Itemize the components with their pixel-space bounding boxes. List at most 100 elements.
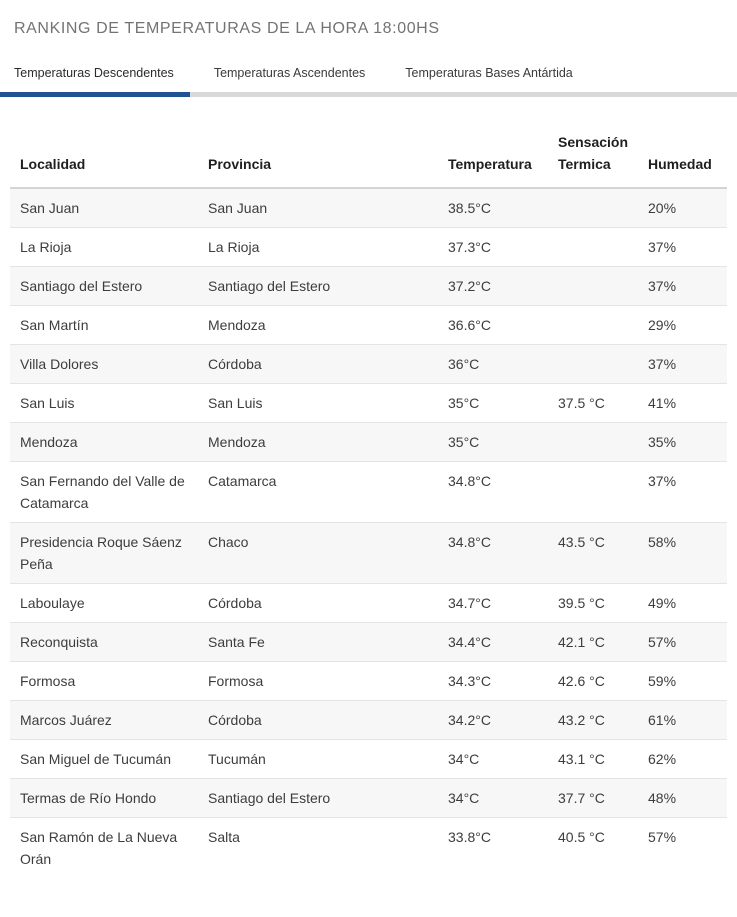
tab-temperaturas-descendentes[interactable]: Temperaturas Descendentes	[14, 66, 174, 80]
cell-humedad: 57%	[638, 817, 727, 878]
column-header-humedad: Humedad	[638, 131, 727, 189]
cell-sensacion: 43.5 °C	[548, 522, 638, 584]
cell-sensacion	[548, 344, 638, 384]
tab-bar: Temperaturas Descendentes Temperaturas A…	[0, 66, 737, 97]
tab-track	[0, 92, 737, 97]
table-row: San Luis San Luis 35°C 37.5 °C 41%	[10, 383, 727, 423]
cell-localidad: La Rioja	[10, 227, 198, 267]
cell-provincia: Córdoba	[198, 583, 438, 623]
column-header-temperatura: Temperatura	[438, 131, 548, 189]
cell-humedad: 62%	[638, 739, 727, 779]
cell-provincia: Santa Fe	[198, 622, 438, 662]
table-row: San Juan San Juan 38.5°C 20%	[10, 188, 727, 228]
table-row: Santiago del Estero Santiago del Estero 37…	[10, 266, 727, 306]
cell-provincia: Córdoba	[198, 344, 438, 384]
table-header-row: Localidad Provincia Temperatura Sensació…	[10, 131, 727, 189]
cell-localidad: San Luis	[10, 383, 198, 423]
table-row: La Rioja La Rioja 37.3°C 37%	[10, 227, 727, 267]
table-row: San Martín Mendoza 36.6°C 29%	[10, 305, 727, 345]
cell-localidad: Presidencia Roque Sáenz Peña	[10, 522, 198, 584]
cell-localidad: San Miguel de Tucumán	[10, 739, 198, 779]
tab-temperaturas-ascendentes[interactable]: Temperaturas Ascendentes	[213, 66, 366, 80]
cell-provincia: Santiago del Estero	[198, 778, 438, 818]
cell-sensacion: 37.7 °C	[548, 778, 638, 818]
cell-temperatura: 34.7°C	[438, 583, 548, 623]
cell-provincia: San Luis	[198, 383, 438, 423]
table-row: Formosa Formosa 34.3°C 42.6 °C 59%	[10, 661, 727, 701]
cell-humedad: 20%	[648, 200, 677, 216]
cell-sensacion: 43.1 °C	[548, 739, 638, 779]
table-row: Termas de Río Hondo Santiago del Estero 34…	[10, 778, 727, 818]
cell-sensacion: 37.5 °C	[548, 383, 638, 423]
cell-provincia: Mendoza	[198, 305, 438, 345]
cell-sensacion	[548, 422, 638, 462]
table-row: San Fernando del Valle de Catamarca Catam…	[10, 461, 727, 523]
cell-temperatura: 34°C	[438, 739, 548, 779]
cell-localidad: Mendoza	[10, 422, 198, 462]
table-body: San Juan San Juan 38.5°C 20% La Rioja La Rioj…	[10, 188, 727, 878]
cell-temperatura: 35°C	[438, 422, 548, 462]
cell-humedad: 58%	[638, 522, 727, 584]
cell-humedad: 48%	[638, 778, 727, 818]
column-header-localidad: Localidad	[10, 131, 198, 189]
cell-sensacion	[548, 227, 638, 267]
cell-humedad: 37%	[638, 344, 727, 384]
cell-temperatura: 34.8°C	[438, 522, 548, 584]
cell-provincia: La Rioja	[198, 227, 438, 267]
table-row: Laboulaye Córdoba 34.7°C 39.5 °C 49%	[10, 583, 727, 623]
cell-temperatura: 37.3°C	[438, 227, 548, 267]
cell-temperatura: 34.3°C	[438, 661, 548, 701]
cell-humedad: 37%	[638, 266, 727, 306]
cell-temperatura: 34.8°C	[438, 461, 548, 523]
tab-temperaturas-bases-antartida[interactable]: Temperaturas Bases Antártida	[405, 66, 573, 80]
cell-sensacion: 42.6 °C	[548, 661, 638, 701]
cell-humedad: 41%	[638, 383, 727, 423]
cell-provincia: Formosa	[198, 661, 438, 701]
cell-temperatura: 34°C	[438, 778, 548, 818]
cell-sensacion	[548, 461, 638, 523]
cell-provincia: Córdoba	[198, 700, 438, 740]
cell-humedad: 61%	[638, 700, 727, 740]
cell-sensacion	[548, 188, 638, 228]
table-row: Marcos Juárez Córdoba 34.2°C 43.2 °C 61%	[10, 700, 727, 740]
cell-localidad: San Martín	[10, 305, 198, 345]
cell-sensacion: 43.2 °C	[548, 700, 638, 740]
cell-temperatura: 35°C	[438, 383, 548, 423]
cell-provincia: Santiago del Estero	[198, 266, 438, 306]
cell-provincia: Tucumán	[198, 739, 438, 779]
column-header-provincia: Provincia	[198, 131, 438, 189]
cell-humedad: 57%	[638, 622, 727, 662]
table-row: Reconquista Santa Fe 34.4°C 42.1 °C 57%	[10, 622, 727, 662]
table-row: Mendoza Mendoza 35°C 35%	[10, 422, 727, 462]
cell-provincia: Mendoza	[198, 422, 438, 462]
cell-localidad: Laboulaye	[10, 583, 198, 623]
cell-provincia: Catamarca	[198, 461, 438, 523]
cell-temperatura: 37.2°C	[438, 266, 548, 306]
cell-sensacion: 39.5 °C	[548, 583, 638, 623]
cell-provincia: Salta	[198, 817, 438, 878]
cell-sensacion	[548, 305, 638, 345]
page-title: RANKING DE TEMPERATURAS DE LA HORA 18:00…	[14, 20, 440, 37]
cell-temperatura: 36.6°C	[438, 305, 548, 345]
cell-localidad: Termas de Río Hondo	[10, 778, 198, 818]
cell-sensacion	[548, 266, 638, 306]
cell-sensacion: 40.5 °C	[548, 817, 638, 878]
cell-humedad: 35%	[638, 422, 727, 462]
column-header-sensacion-termica: Sensación Termica	[548, 131, 638, 189]
cell-humedad: 37%	[638, 461, 727, 523]
cell-temperatura: 34.2°C	[438, 700, 548, 740]
cell-humedad: 49%	[638, 583, 727, 623]
cell-provincia: Chaco	[198, 522, 438, 584]
temperature-ranking-table: Localidad Provincia Temperatura Sensació…	[10, 131, 727, 878]
tab-list: Temperaturas Descendentes Temperaturas A…	[0, 66, 737, 92]
cell-localidad: Santiago del Estero	[10, 266, 198, 306]
cell-temperatura: 36°C	[438, 344, 548, 384]
cell-localidad: Formosa	[10, 661, 198, 701]
cell-localidad: Marcos Juárez	[10, 700, 198, 740]
active-tab-indicator	[0, 92, 190, 97]
cell-localidad: San Fernando del Valle de Catamarca	[10, 461, 198, 523]
table-row: San Miguel de Tucumán Tucumán 34°C 43.1 °C 6…	[10, 739, 727, 779]
table-row: San Ramón de La Nueva Orán Salta 33.8°C 40.…	[10, 817, 727, 878]
table-row: Presidencia Roque Sáenz Peña Chaco 34.8°C 4…	[10, 522, 727, 584]
cell-localidad: Reconquista	[10, 622, 198, 662]
